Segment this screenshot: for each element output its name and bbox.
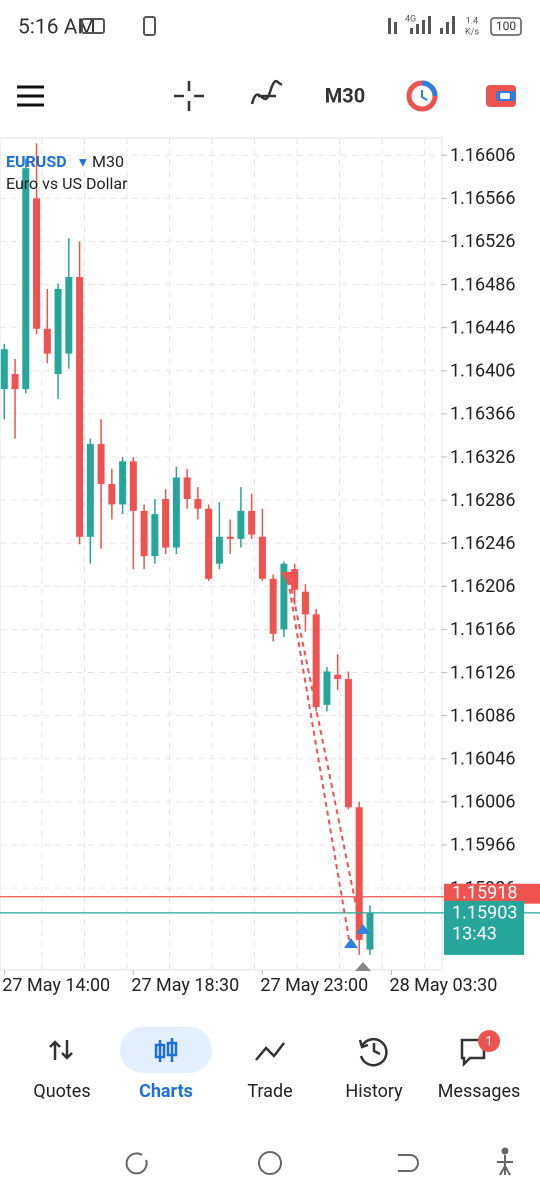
x-tick-label: 27 May 14:00 [2, 975, 110, 996]
y-tick-label: 1.16366 [450, 404, 515, 425]
candle-body [334, 674, 342, 680]
nav-icons [49, 1037, 486, 1068]
nav-item[interactable]: Charts [139, 1081, 193, 1102]
nav-item[interactable]: Trade [247, 1081, 292, 1102]
symbol: EURUSD [6, 152, 67, 171]
candle-body [355, 807, 363, 940]
x-tick-label: 27 May 23:00 [260, 975, 368, 996]
candle-body [269, 578, 277, 634]
candle-body [183, 477, 191, 500]
badge [478, 1030, 500, 1052]
candle-body [301, 591, 309, 615]
y-tick-label: 1.16486 [450, 274, 515, 295]
timeframe-button[interactable]: M30 [325, 83, 365, 107]
candle-body [280, 563, 288, 630]
trade-button[interactable] [486, 85, 516, 107]
candle-body [226, 536, 234, 539]
candle-body [43, 328, 51, 354]
candle-body [65, 277, 73, 354]
y-tick-label: 1.16246 [450, 533, 515, 554]
y-tick-label: 1.16086 [450, 705, 515, 726]
candle-body [172, 477, 180, 548]
y-tick-label: 1.16286 [450, 490, 515, 511]
candle-body [11, 374, 19, 390]
ask-label-bg [444, 883, 540, 904]
y-tick-label: 1.16606 [450, 145, 515, 166]
y-tick-label: 1.16446 [450, 317, 515, 338]
candle-body [344, 679, 352, 808]
candle-body [119, 461, 127, 505]
candle-body [258, 536, 266, 579]
y-tick-label: 1.16006 [450, 792, 515, 813]
candle-body [205, 508, 213, 579]
nav-bar: Quotes Charts Trade History Messages [33, 1081, 520, 1102]
candle-body [86, 444, 94, 537]
y-tick-label: 1.16206 [450, 576, 515, 597]
candle-body [151, 514, 159, 557]
candle-body [54, 288, 62, 375]
candle-body [162, 499, 170, 548]
countdown: 13:43 [452, 924, 497, 945]
candle-body [323, 671, 331, 705]
chart-timeframe: M30 [92, 152, 124, 171]
chart-frame [0, 137, 443, 971]
candle-body [237, 510, 245, 539]
bid-label-bg [444, 900, 524, 955]
candle-body [291, 569, 299, 590]
bid-label: 1.15903 [452, 903, 517, 924]
y-tick-label: 1.16166 [450, 619, 515, 640]
status-battery: 100 [496, 19, 516, 33]
status-network: 4G [405, 14, 416, 24]
candle-body [108, 483, 116, 505]
candle-body [97, 444, 105, 484]
candle-body [129, 461, 137, 511]
nav-item[interactable]: History [345, 1081, 403, 1102]
indicators-button[interactable] [250, 79, 283, 105]
objects-button[interactable] [406, 80, 438, 112]
candle-body [140, 510, 148, 557]
candle-body [76, 277, 84, 537]
y-tick-label: 1.15966 [450, 835, 515, 856]
candle-body [248, 510, 256, 535]
y-tick-label: 1.16406 [450, 361, 515, 382]
system-nav [125, 1147, 513, 1176]
y-tick-label: 1.16126 [450, 662, 515, 683]
candle-body [366, 912, 374, 950]
crosshair-button[interactable] [174, 81, 204, 111]
x-tick-label: 27 May 18:30 [131, 975, 239, 996]
candle-body [215, 536, 223, 564]
y-tick-label: 1.16566 [450, 188, 515, 209]
menu-button[interactable] [17, 85, 44, 107]
candle-body [312, 614, 320, 708]
y-tick-label: 1.16326 [450, 447, 515, 468]
x-tick-label: 28 May 03:30 [389, 975, 497, 996]
status-speed-unit: K/s [465, 27, 479, 37]
candle-body [0, 349, 8, 390]
status-speed: 1.4 [466, 16, 479, 26]
badge-count: 1 [485, 1034, 492, 1049]
y-tick-label: 1.16046 [450, 749, 515, 770]
symbol-dropdown: ▼ [79, 158, 87, 169]
candle-body [33, 198, 41, 329]
nav-item[interactable]: Messages [438, 1081, 521, 1102]
nav-item[interactable]: Quotes [33, 1081, 90, 1102]
trade-markers [281, 572, 371, 971]
y-tick-label: 1.16526 [450, 231, 515, 252]
symbol-description: Euro vs US Dollar [6, 174, 128, 193]
candle-body [22, 168, 30, 390]
ask-label: 1.15918 [452, 882, 517, 903]
nav-active-pill [120, 1027, 212, 1073]
status-icons [81, 16, 522, 36]
candle-body [194, 499, 202, 509]
